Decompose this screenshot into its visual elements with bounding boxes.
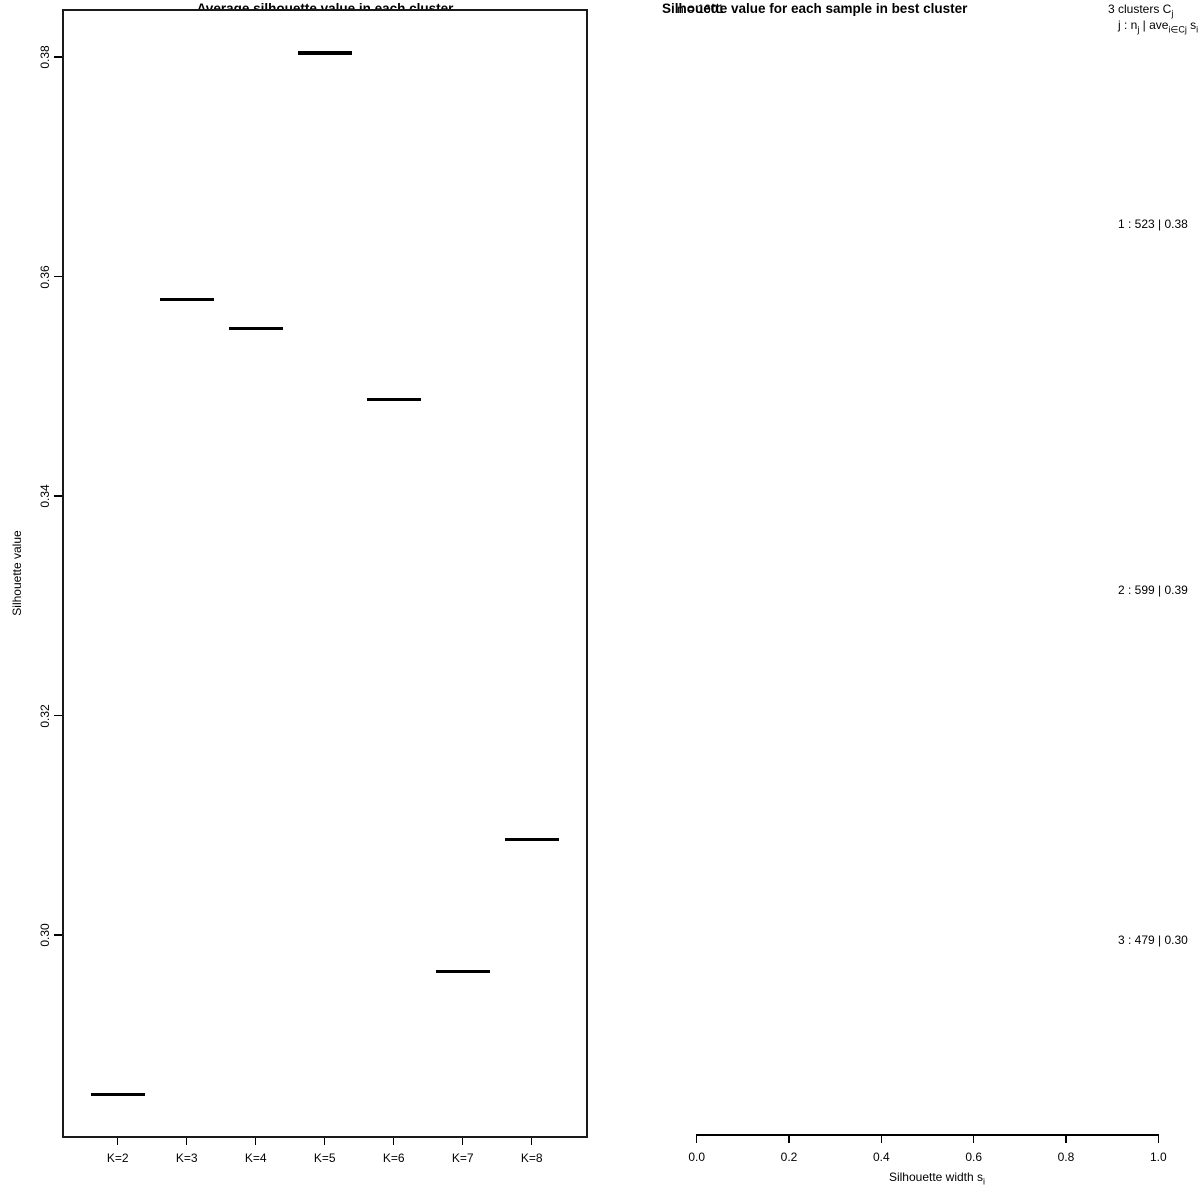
clusters-count-subscript: j xyxy=(1171,8,1174,19)
data-bar xyxy=(504,837,559,842)
right-x-axis-line xyxy=(696,1134,1159,1136)
x-tick-label: K=4 xyxy=(244,1151,267,1165)
sample-count-label: n = 1601 xyxy=(677,2,725,16)
x-tick-label: K=3 xyxy=(175,1151,198,1165)
clusters-legend-label: j : nj | avei∈Cj si xyxy=(1118,18,1198,35)
y-tick xyxy=(54,56,62,58)
left-plot-box xyxy=(62,9,588,1138)
clusters-count-label: 3 clusters Cj xyxy=(1108,2,1173,18)
y-tick-label: 0.34 xyxy=(38,484,52,508)
x-tick-label: 0.2 xyxy=(780,1150,798,1164)
clusters-count-text: 3 clusters C xyxy=(1108,2,1172,16)
y-tick-label: 0.38 xyxy=(38,45,52,69)
legend-sub-j: j xyxy=(1137,24,1140,35)
cluster-summary-row-2: 2 : 599 | 0.39 xyxy=(1118,583,1188,597)
data-bar xyxy=(435,969,490,974)
right-x-axis-title-text: Silhouette width s xyxy=(888,1170,984,1184)
data-bar xyxy=(159,297,214,302)
data-bar xyxy=(228,326,283,330)
x-tick xyxy=(788,1136,790,1143)
legend-mid: | ave xyxy=(1139,18,1169,32)
x-tick xyxy=(972,1136,975,1143)
y-tick xyxy=(54,714,62,717)
x-tick xyxy=(185,1138,188,1145)
y-tick-label: 0.32 xyxy=(38,703,52,728)
x-tick xyxy=(116,1138,119,1145)
y-tick xyxy=(54,495,62,497)
x-tick-label: 0.6 xyxy=(965,1150,982,1164)
x-tick xyxy=(461,1138,464,1145)
x-tick xyxy=(1157,1136,1160,1143)
x-tick xyxy=(695,1136,698,1143)
x-tick-label: K=2 xyxy=(106,1151,129,1165)
y-tick xyxy=(54,934,62,936)
legend-sub-icj: i∈Cj xyxy=(1168,24,1187,35)
x-tick-label: 0.4 xyxy=(872,1150,890,1164)
data-bar xyxy=(297,51,352,55)
x-tick xyxy=(323,1138,326,1145)
data-bar xyxy=(366,397,421,402)
x-tick-label: 1.0 xyxy=(1149,1150,1167,1164)
x-tick xyxy=(530,1138,533,1145)
y-tick xyxy=(54,275,62,278)
legend-pre: j : n xyxy=(1118,18,1138,32)
y-axis-title: Silhouette value xyxy=(10,530,24,616)
legend-post: s xyxy=(1186,18,1197,32)
cluster-summary-row-1: 1 : 523 | 0.38 xyxy=(1118,217,1188,231)
x-tick xyxy=(880,1136,883,1143)
x-tick-label: K=5 xyxy=(313,1151,336,1165)
right-x-axis-title-subscript: i xyxy=(983,1176,986,1187)
x-tick-label: K=6 xyxy=(382,1151,405,1165)
data-bar xyxy=(90,1092,145,1097)
y-tick-label: 0.36 xyxy=(38,264,52,289)
x-tick-label: 0.0 xyxy=(688,1150,706,1164)
legend-sub-i: i xyxy=(1196,24,1199,35)
right-panel-title: Silhouette value for each sample in best… xyxy=(662,1,968,16)
right-x-axis-title: Silhouette width si xyxy=(812,1170,1062,1186)
x-tick xyxy=(1065,1136,1067,1143)
x-tick-label: K=8 xyxy=(520,1151,543,1165)
x-tick-label: 0.8 xyxy=(1057,1150,1075,1164)
x-tick xyxy=(254,1138,257,1145)
cluster-summary-row-3: 3 : 479 | 0.30 xyxy=(1118,933,1188,947)
y-tick-label: 0.30 xyxy=(38,923,52,947)
x-tick-label: K=7 xyxy=(451,1151,474,1165)
x-tick xyxy=(392,1138,395,1145)
